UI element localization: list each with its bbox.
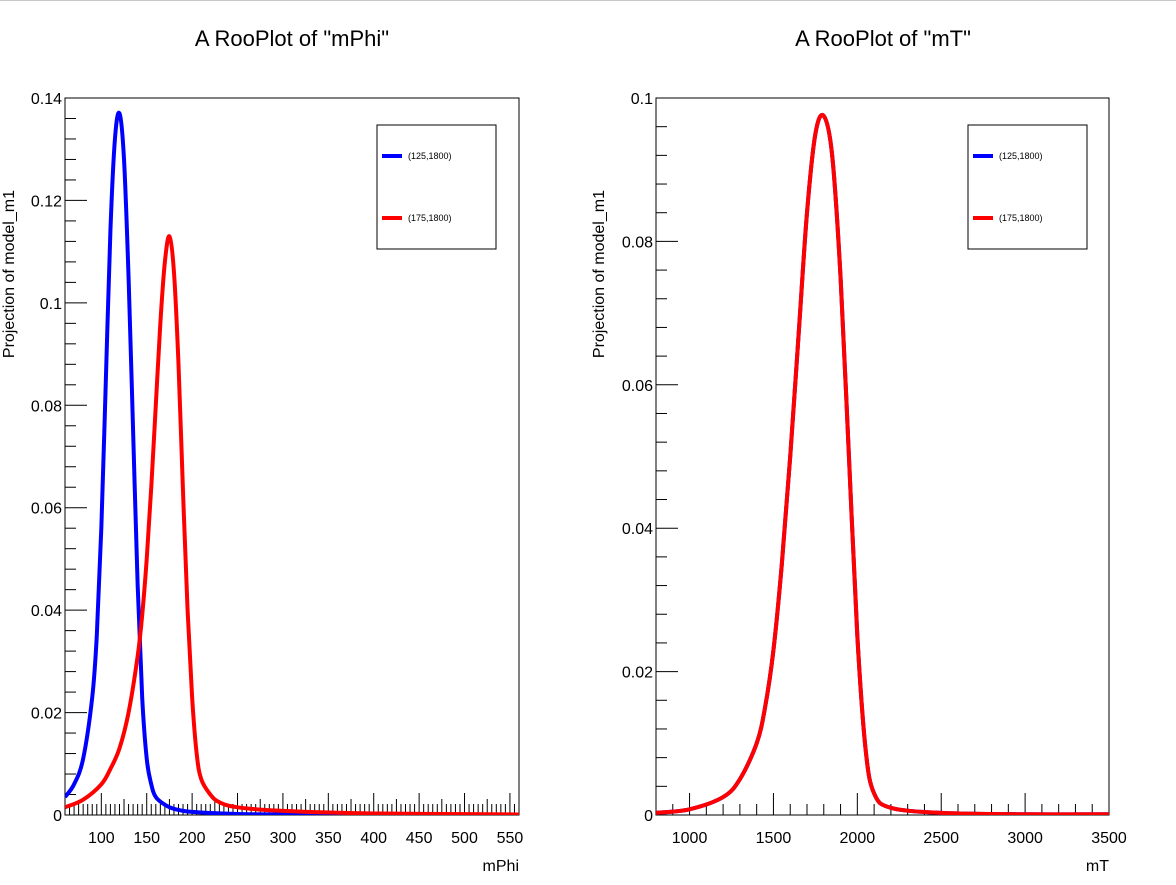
- x-tick-label: 400: [360, 830, 387, 847]
- y-tick-label: 0.02: [31, 706, 62, 723]
- x-tick-label: 450: [406, 830, 433, 847]
- x-axis-label: mT: [1086, 858, 1109, 875]
- x-tick-label: 300: [270, 830, 297, 847]
- y-axis-label: Projection of model_m1: [591, 190, 608, 358]
- legend-entry: (175,1800): [408, 213, 452, 223]
- chart-panel-1: A RooPlot of "mPhi" 0 0.02 0.04 0.06 0.08 0.1 0…: [1, 26, 523, 875]
- y-tick-label: 0: [644, 808, 653, 825]
- y-tick-label: 0.12: [31, 193, 62, 210]
- y-tick-label: 0.04: [31, 603, 62, 620]
- plot-frame: [655, 97, 1110, 816]
- x-axis-label: mPhi: [483, 858, 519, 875]
- y-tick-label: 0.1: [40, 296, 62, 313]
- y-tick-label: 0.08: [31, 398, 62, 415]
- y-tick-label: 0.02: [622, 665, 653, 682]
- y-tick-label: 0.06: [31, 501, 62, 518]
- x-tick-label: 2000: [840, 830, 876, 847]
- x-tick-label: 100: [88, 830, 115, 847]
- series-line-1: [65, 110, 519, 815]
- legend-box: [376, 124, 497, 250]
- y-tick-label: 0.08: [622, 234, 653, 251]
- y-tick-label: 0: [53, 808, 62, 825]
- y-tick-label: 0.06: [622, 378, 653, 395]
- legend-entry: (125,1800): [408, 151, 452, 161]
- legend-entry: (175,1800): [999, 213, 1043, 223]
- x-tick-label: 3500: [1091, 830, 1127, 847]
- top-border-line: [0, 0, 1176, 1]
- chart-title: A RooPlot of "mT": [795, 26, 971, 51]
- x-tick-label: 500: [451, 830, 478, 847]
- x-tick-label: 350: [315, 830, 342, 847]
- series-line-2: [65, 234, 519, 815]
- legend-box: [967, 124, 1088, 250]
- x-tick-label: 550: [497, 830, 524, 847]
- chart-panel-2: A RooPlot of "mT" 0 0.02 0.04 0.06 0.08 0.1 100…: [591, 26, 1127, 875]
- x-tick-label: 3000: [1007, 830, 1043, 847]
- y-tick-label: 0.14: [31, 91, 62, 108]
- y-tick-label: 0.1: [631, 91, 653, 108]
- y-axis-label: Projection of model_m1: [1, 190, 18, 358]
- x-tick-label: 2500: [923, 830, 959, 847]
- x-tick-label: 250: [224, 830, 251, 847]
- chart-title: A RooPlot of "mPhi": [195, 26, 389, 51]
- series-line-2: [656, 112, 1109, 815]
- x-tick-label: 200: [179, 830, 206, 847]
- x-tick-label: 1000: [672, 830, 708, 847]
- x-tick-label: 150: [133, 830, 160, 847]
- y-tick-label: 0.04: [622, 521, 653, 538]
- legend-entry: (125,1800): [999, 151, 1043, 161]
- x-tick-label: 1500: [756, 830, 792, 847]
